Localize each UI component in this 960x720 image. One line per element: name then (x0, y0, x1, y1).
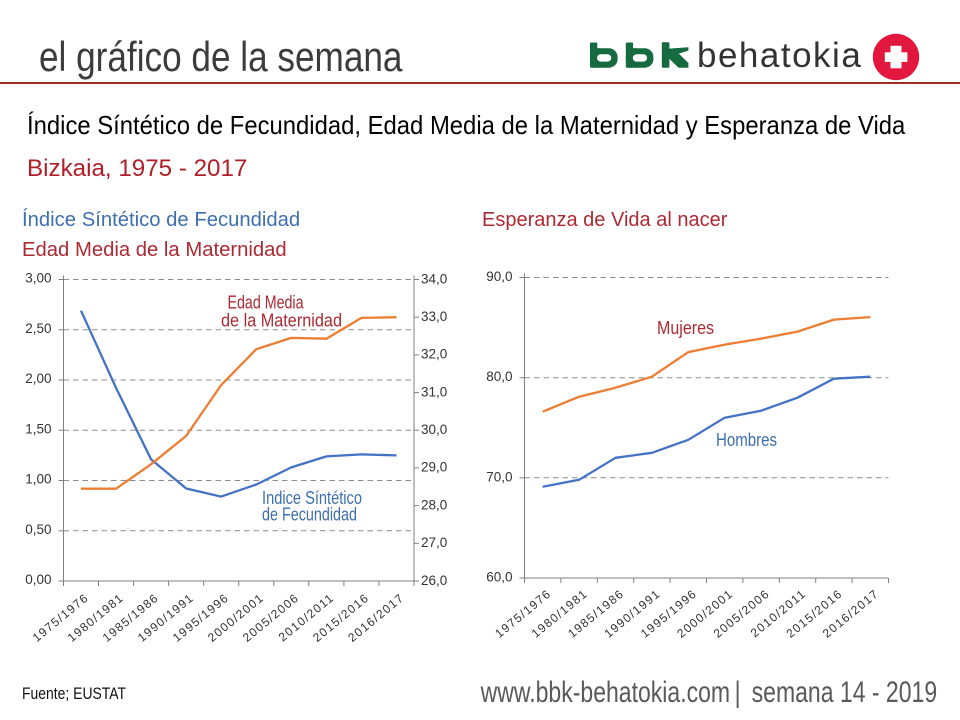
svg-text:27,0: 27,0 (421, 535, 447, 550)
svg-text:2,50: 2,50 (25, 321, 51, 336)
svg-text:34,0: 34,0 (421, 271, 447, 286)
svg-text:29,0: 29,0 (421, 460, 447, 475)
svg-text:de la Maternidad: de la Maternidad (221, 311, 342, 331)
svg-text:80,0: 80,0 (486, 369, 512, 384)
svg-text:30,0: 30,0 (421, 422, 447, 437)
svg-text:32,0: 32,0 (421, 347, 447, 362)
svg-text:0,50: 0,50 (25, 522, 51, 537)
svg-text:28,0: 28,0 (421, 497, 447, 512)
svg-text:70,0: 70,0 (486, 469, 512, 484)
svg-text:de Fecundidad: de Fecundidad (262, 505, 357, 525)
svg-text:90,0: 90,0 (486, 269, 512, 284)
svg-text:Indice Síntético: Indice Síntético (262, 488, 362, 508)
svg-text:26,0: 26,0 (421, 573, 447, 588)
svg-text:1,50: 1,50 (25, 421, 51, 436)
svg-text:1,00: 1,00 (25, 472, 51, 487)
svg-text:Hombres: Hombres (716, 430, 777, 450)
svg-text:33,0: 33,0 (421, 309, 447, 324)
svg-text:2,00: 2,00 (25, 371, 51, 386)
svg-text:0,00: 0,00 (25, 572, 51, 587)
svg-text:Edad Media: Edad Media (228, 293, 305, 313)
svg-text:31,0: 31,0 (421, 384, 447, 399)
svg-text:3,00: 3,00 (25, 271, 51, 286)
svg-text:60,0: 60,0 (486, 570, 512, 585)
svg-text:Mujeres: Mujeres (657, 318, 714, 338)
